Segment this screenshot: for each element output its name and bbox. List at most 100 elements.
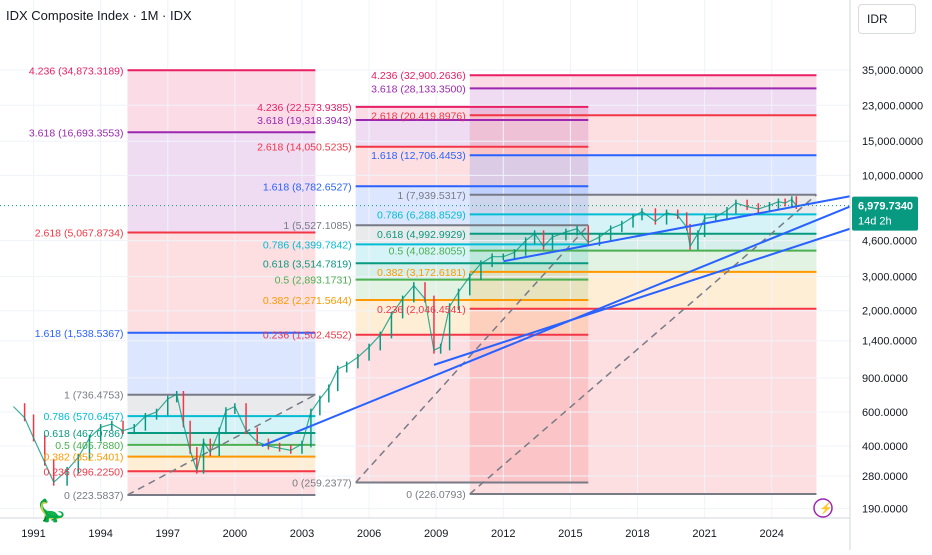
fib-level-label: 4.236 (34,873.3189) bbox=[29, 65, 124, 77]
price-tick-label: 35,000.0000 bbox=[862, 65, 923, 77]
fib-level-label: 3.618 (19,318.3943) bbox=[257, 115, 352, 127]
fib-zone bbox=[469, 75, 817, 89]
fib-zone bbox=[355, 225, 589, 245]
symbol-title: IDX Composite Index · 1M · IDX bbox=[6, 8, 192, 23]
fib-trend-diagonal bbox=[355, 224, 589, 484]
fib-level-label: 3.618 (28,133.3500) bbox=[371, 83, 466, 95]
bar-countdown: 14d 2h bbox=[858, 216, 892, 228]
lightning-glyph-icon: ⚡ bbox=[819, 502, 833, 515]
fib-zone bbox=[355, 244, 589, 264]
fib-level-label: 1.618 (12,706.4453) bbox=[371, 150, 466, 162]
time-tick-label: 1994 bbox=[88, 528, 112, 540]
time-tick-label: 2021 bbox=[692, 528, 716, 540]
fib-level-label: 1 (7,939.5317) bbox=[397, 190, 465, 202]
price-tick-label: 600.0000 bbox=[862, 407, 908, 419]
fib-level-label: 0.786 (6,288.8529) bbox=[377, 209, 466, 221]
fib-level-label: 4.236 (22,573.9385) bbox=[257, 102, 352, 114]
time-tick-label: 2012 bbox=[491, 528, 515, 540]
fib-zone bbox=[127, 456, 316, 472]
fib-zone bbox=[469, 233, 817, 251]
fib-zone-backgrounds bbox=[127, 70, 817, 495]
price-axis: 35,000.0000 23,000.0000 15,000.0000 10,000.… bbox=[849, 0, 923, 550]
fib-level-label: 0.5 (4,082.8055) bbox=[389, 246, 466, 258]
fib-level-label: 1 (736.4753) bbox=[64, 390, 124, 402]
price-tick-label: 4,600.0000 bbox=[862, 236, 917, 248]
fib-zone bbox=[355, 119, 589, 147]
fib-zone bbox=[127, 433, 316, 445]
fib-level-label: 0 (223.5837) bbox=[64, 490, 124, 502]
dino-logo-icon: 🦕 bbox=[38, 498, 65, 523]
fib-level-label: 0.786 (570.6457) bbox=[44, 411, 124, 423]
fib-zone bbox=[469, 88, 817, 116]
fib-level-labels: 4.236 (34,873.3189) 3.618 (16,693.3553) 2.… bbox=[29, 65, 466, 502]
trendlines bbox=[0, 195, 851, 447]
price-badge-group: 6,979.7340 14d 2h 🦕 ⚡ bbox=[38, 196, 918, 523]
fib-zone bbox=[355, 186, 589, 226]
trendline bbox=[261, 205, 851, 447]
last-price-value: 6,979.7340 bbox=[858, 201, 913, 213]
fib-zone bbox=[127, 232, 316, 333]
fib-level-label: 0.5 (2,893.1731) bbox=[275, 275, 352, 287]
trendline bbox=[433, 227, 851, 366]
fib-level-label: 3.618 (16,693.3553) bbox=[29, 127, 124, 139]
fib-zone bbox=[469, 308, 817, 495]
time-tick-label: 1991 bbox=[21, 528, 45, 540]
fib-level-label: 0.786 (4,399.7842) bbox=[263, 239, 352, 251]
fib-level-label: 0.618 (4,992.9929) bbox=[377, 229, 466, 241]
time-tick-label: 2018 bbox=[625, 528, 649, 540]
fib-zone bbox=[355, 146, 589, 187]
fib-zone bbox=[127, 394, 316, 417]
time-tick-label: 2000 bbox=[223, 528, 247, 540]
fib-level-label: 0 (259.2377) bbox=[292, 478, 352, 490]
price-tick-label: 23,000.0000 bbox=[862, 100, 923, 112]
fib-level-lines bbox=[127, 69, 817, 496]
time-tick-label: 2015 bbox=[558, 528, 582, 540]
fib-zone bbox=[127, 70, 316, 133]
fib-level-label: 1 (5,527.1085) bbox=[283, 220, 351, 232]
price-line bbox=[12, 198, 797, 484]
price-tick-label: 900.0000 bbox=[862, 373, 908, 385]
fib-level-label: 0.618 (3,514.7819) bbox=[263, 258, 352, 270]
price-tick-label: 3,000.0000 bbox=[862, 272, 917, 284]
price-tick-label: 400.0000 bbox=[862, 441, 908, 453]
lightning-icon[interactable] bbox=[813, 498, 833, 518]
fib-level-label: 0.618 (467.0786) bbox=[44, 428, 124, 440]
fib-level-label: 0.236 (2,046.4541) bbox=[377, 304, 466, 316]
fib-zone bbox=[469, 250, 817, 272]
price-tick-label: 1,400.0000 bbox=[862, 336, 917, 348]
fib-level-label: 2.618 (5,067.8734) bbox=[35, 228, 124, 240]
fib-zone bbox=[355, 106, 589, 120]
fib-zone bbox=[127, 132, 316, 233]
price-series bbox=[12, 196, 798, 486]
fib-level-label: 2.618 (20,419.8976) bbox=[371, 110, 466, 122]
fib-zone bbox=[127, 332, 316, 395]
price-tick-label: 15,000.0000 bbox=[862, 136, 923, 148]
fib-level-label: 0.382 (2,271.5644) bbox=[263, 295, 352, 307]
fib-zone bbox=[469, 115, 817, 156]
price-tick-label: 2,000.0000 bbox=[862, 306, 917, 318]
fib-diagonal-lines bbox=[127, 194, 817, 496]
time-tick-label: 2003 bbox=[290, 528, 314, 540]
fib-level-label: 0 (226.0793) bbox=[406, 489, 466, 501]
trendline bbox=[503, 195, 851, 263]
fib-zone bbox=[469, 194, 817, 215]
time-tick-label: 1997 bbox=[156, 528, 180, 540]
fib-level-label: 4.236 (32,900.2636) bbox=[371, 70, 466, 82]
fib-level-label: 1.618 (1,538.5367) bbox=[35, 328, 124, 340]
fib-level-label: 0.236 (1,502.4552) bbox=[263, 330, 352, 342]
currency-button[interactable]: IDR bbox=[858, 4, 916, 34]
fib-trend-diagonal bbox=[469, 194, 817, 495]
fib-level-label: 2.618 (14,050.5235) bbox=[257, 142, 352, 154]
fib-level-label: 0.382 (352.5401) bbox=[44, 452, 124, 464]
last-price-badge bbox=[852, 196, 918, 231]
fib-level-label: 0.5 (405.7880) bbox=[55, 440, 123, 452]
fib-level-label: 0.236 (296.2250) bbox=[44, 466, 124, 478]
fib-level-label: 1.618 (8,782.6527) bbox=[263, 181, 352, 193]
time-axis: 1991 1994 1997 2000 2003 2006 2009 2012 2015 2018… bbox=[0, 517, 850, 540]
fib-zone bbox=[127, 444, 316, 457]
fib-level-label: 0.382 (3,172.6181) bbox=[377, 267, 466, 279]
price-tick-label: 280.0000 bbox=[862, 471, 908, 483]
time-tick-label: 2024 bbox=[759, 528, 783, 540]
